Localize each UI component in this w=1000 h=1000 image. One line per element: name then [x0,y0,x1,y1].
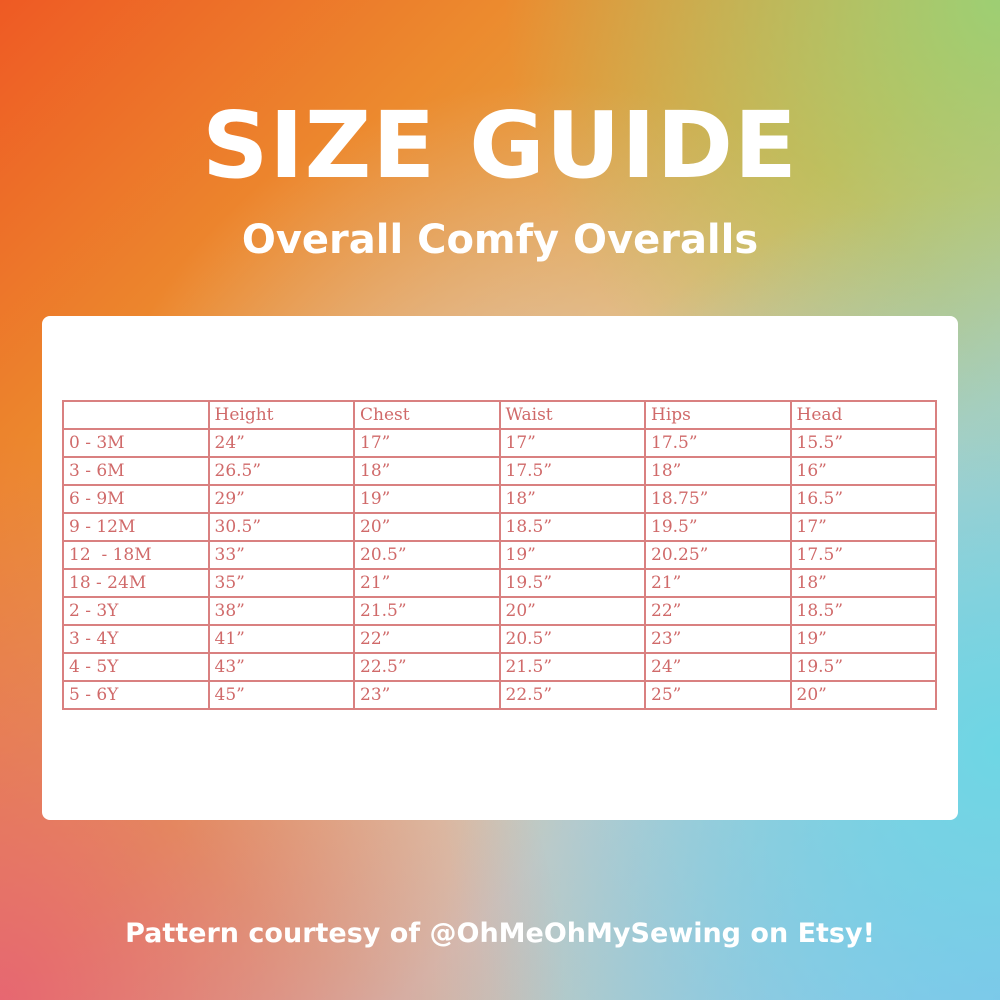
table-row: 12 - 18M 33” 20.5” 19” 20.25” 17.5” [62,540,937,570]
hips-cell: 25” [644,680,792,710]
hips-cell: 21” [644,568,792,598]
height-cell: 30.5” [207,512,355,542]
chest-cell: 23” [353,680,501,710]
table-header-row: Height Chest Waist Hips Head [62,400,937,430]
page-title: SIZE GUIDE [202,92,798,199]
table-row: 0 - 3M 24” 17” 17” 17.5” 15.5” [62,428,937,458]
size-table: Height Chest Waist Hips Head 0 - 3M 24” … [62,400,937,710]
chest-cell: 18” [353,456,501,486]
waist-cell: 18” [498,484,646,514]
hips-cell: 24” [644,652,792,682]
hips-cell: 18.75” [644,484,792,514]
hips-cell: 19.5” [644,512,792,542]
chest-cell: 19” [353,484,501,514]
size-cell: 3 - 4Y [62,624,210,654]
height-cell: 38” [207,596,355,626]
table-row: 3 - 4Y 41” 22” 20.5” 23” 19” [62,624,937,654]
size-cell: 0 - 3M [62,428,210,458]
chest-cell: 20” [353,512,501,542]
height-cell: 43” [207,652,355,682]
size-cell: 5 - 6Y [62,680,210,710]
head-cell: 15.5” [789,428,937,458]
waist-cell: 17.5” [498,456,646,486]
hips-cell: 17.5” [644,428,792,458]
header-cell-size [62,400,210,430]
size-chart-card: Height Chest Waist Hips Head 0 - 3M 24” … [42,316,958,820]
waist-cell: 18.5” [498,512,646,542]
waist-cell: 19.5” [498,568,646,598]
hips-cell: 22” [644,596,792,626]
head-cell: 19.5” [789,652,937,682]
table-row: 2 - 3Y 38” 21.5” 20” 22” 18.5” [62,596,937,626]
table-row: 6 - 9M 29” 19” 18” 18.75” 16.5” [62,484,937,514]
waist-cell: 19” [498,540,646,570]
head-cell: 17” [789,512,937,542]
size-cell: 9 - 12M [62,512,210,542]
table-row: 18 - 24M 35” 21” 19.5” 21” 18” [62,568,937,598]
header-cell-chest: Chest [353,400,501,430]
header-cell-hips: Hips [644,400,792,430]
header-cell-waist: Waist [498,400,646,430]
height-cell: 33” [207,540,355,570]
height-cell: 45” [207,680,355,710]
chest-cell: 22.5” [353,652,501,682]
head-cell: 18.5” [789,596,937,626]
size-cell: 3 - 6M [62,456,210,486]
header-cell-height: Height [207,400,355,430]
head-cell: 19” [789,624,937,654]
size-cell: 18 - 24M [62,568,210,598]
size-cell: 2 - 3Y [62,596,210,626]
height-cell: 35” [207,568,355,598]
waist-cell: 20” [498,596,646,626]
header-cell-head: Head [789,400,937,430]
chest-cell: 17” [353,428,501,458]
head-cell: 20” [789,680,937,710]
height-cell: 24” [207,428,355,458]
chest-cell: 20.5” [353,540,501,570]
chest-cell: 21.5” [353,596,501,626]
height-cell: 29” [207,484,355,514]
height-cell: 41” [207,624,355,654]
table-row: 9 - 12M 30.5” 20” 18.5” 19.5” 17” [62,512,937,542]
table-row: 5 - 6Y 45” 23” 22.5” 25” 20” [62,680,937,710]
hips-cell: 18” [644,456,792,486]
head-cell: 16.5” [789,484,937,514]
waist-cell: 17” [498,428,646,458]
size-cell: 4 - 5Y [62,652,210,682]
waist-cell: 21.5” [498,652,646,682]
chest-cell: 21” [353,568,501,598]
waist-cell: 20.5” [498,624,646,654]
table-row: 4 - 5Y 43” 22.5” 21.5” 24” 19.5” [62,652,937,682]
waist-cell: 22.5” [498,680,646,710]
head-cell: 17.5” [789,540,937,570]
size-cell: 6 - 9M [62,484,210,514]
hips-cell: 23” [644,624,792,654]
table-row: 3 - 6M 26.5” 18” 17.5” 18” 16” [62,456,937,486]
footer-credit: Pattern courtesy of @OhMeOhMySewing on E… [125,918,875,949]
height-cell: 26.5” [207,456,355,486]
size-cell: 12 - 18M [62,540,210,570]
page-subtitle: Overall Comfy Overalls [241,217,759,263]
head-cell: 18” [789,568,937,598]
chest-cell: 22” [353,624,501,654]
head-cell: 16” [789,456,937,486]
hips-cell: 20.25” [644,540,792,570]
